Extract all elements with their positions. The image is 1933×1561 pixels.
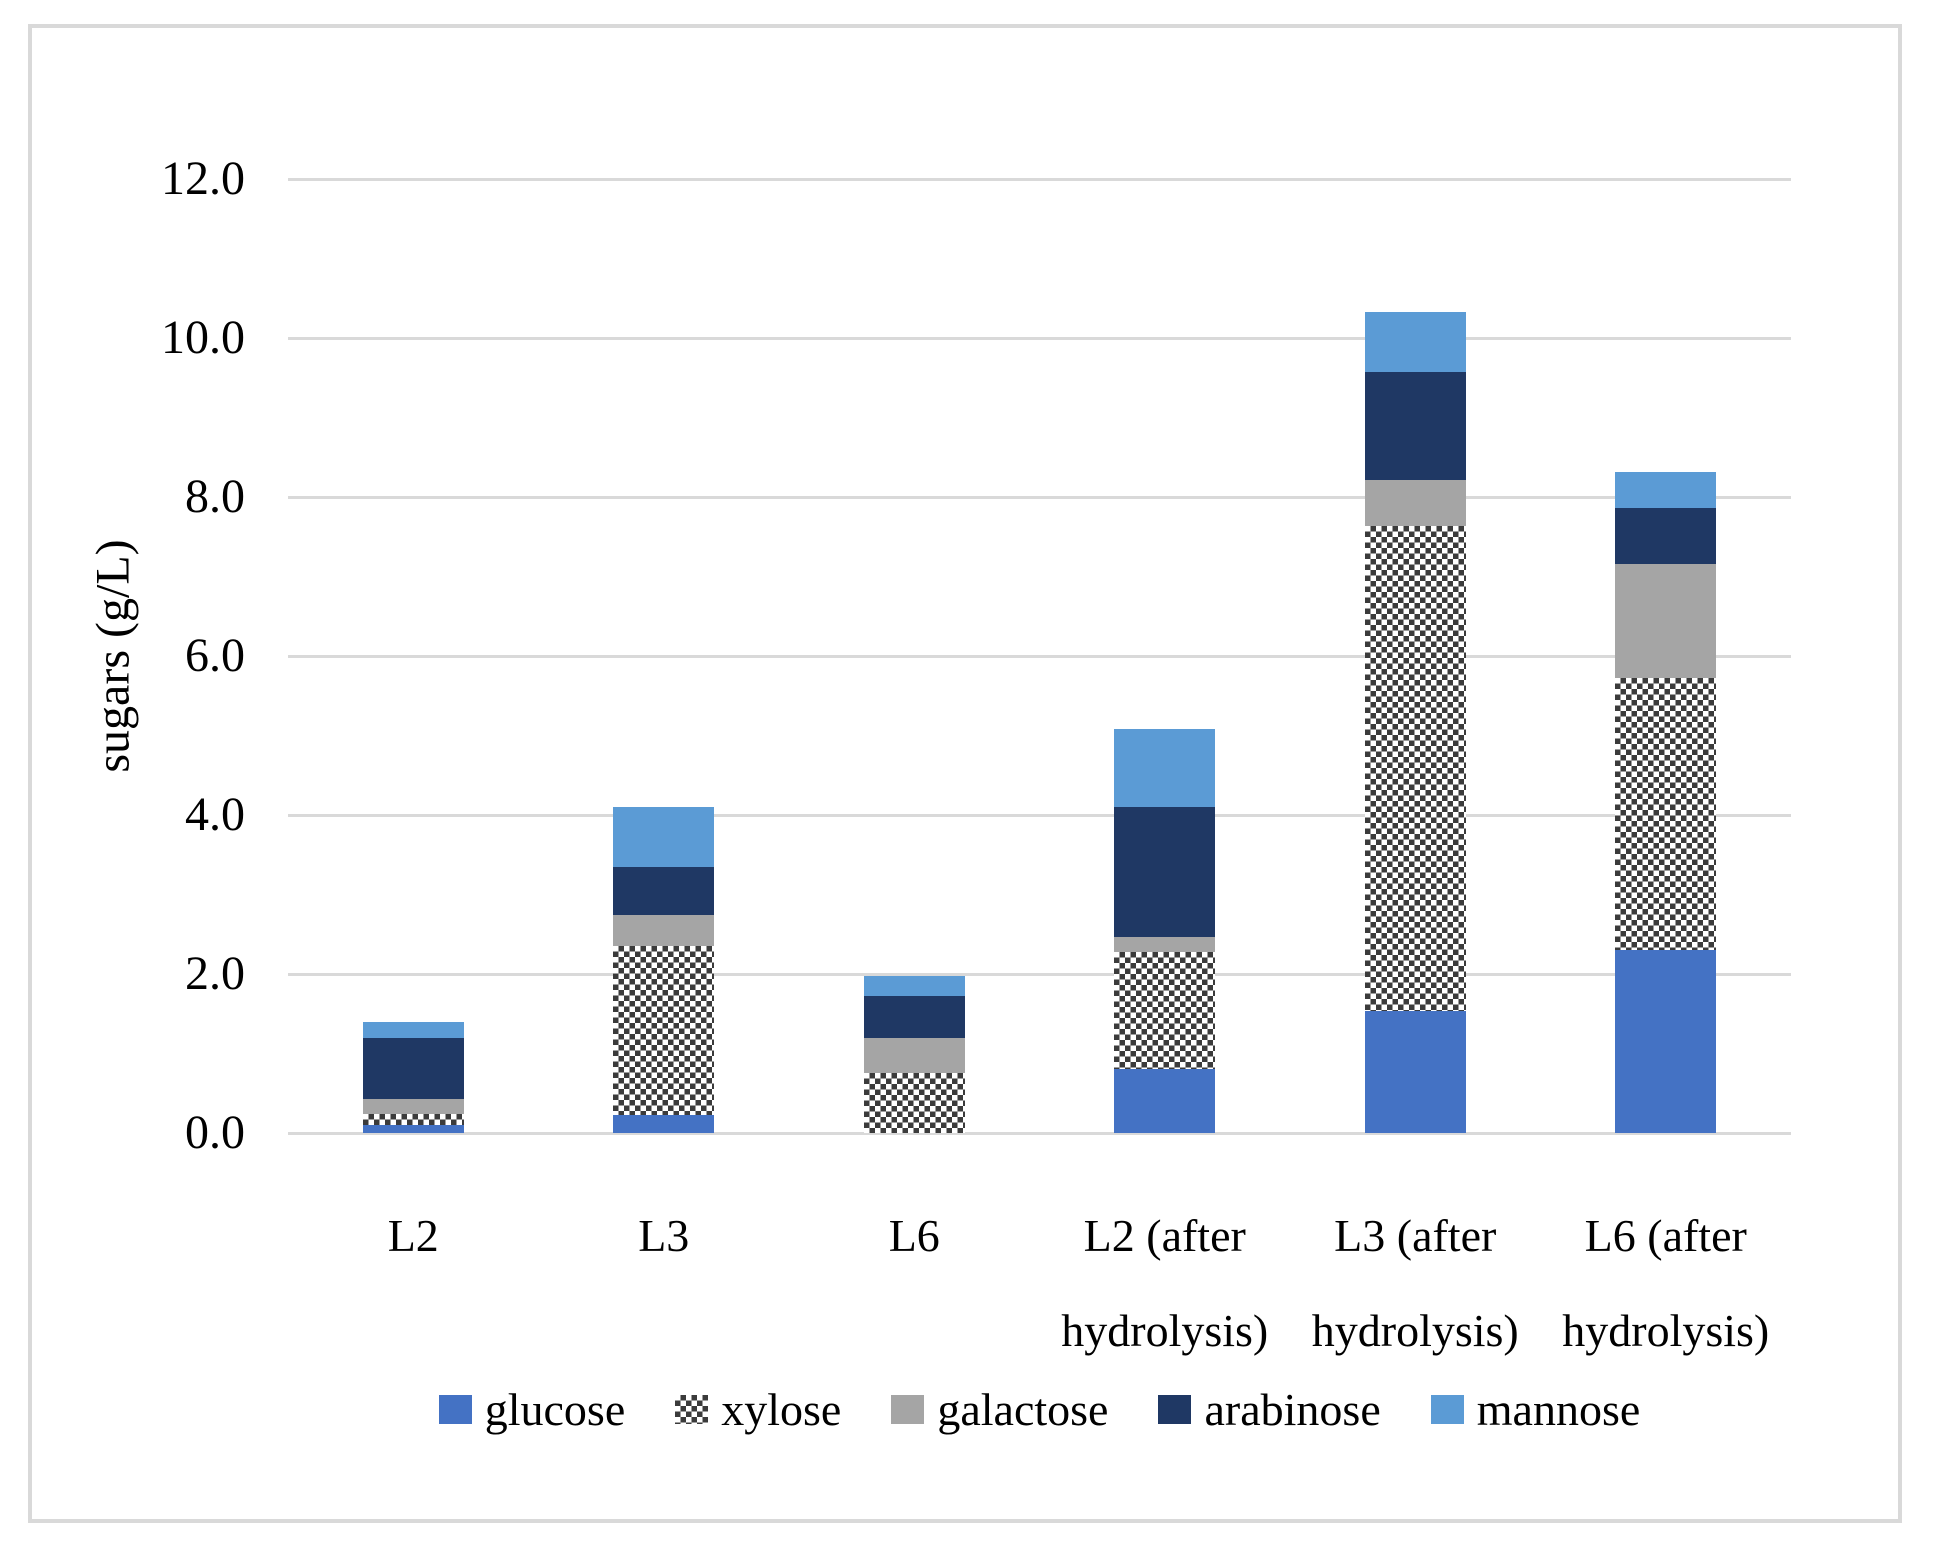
bar-segment-galactose-L2-after-hydrolysis- <box>1114 936 1216 952</box>
gridline-2.0 <box>288 972 1791 976</box>
bar-segment-galactose-L3 <box>613 915 715 947</box>
bar-segment-xylose-L2-after-hydrolysis- <box>1114 951 1216 1069</box>
legend-label-arabinose: arabinose <box>1204 1384 1381 1435</box>
bar-segment-galactose-L3-after-hydrolysis- <box>1364 480 1466 527</box>
bar-segment-mannose-L3-after-hydrolysis- <box>1364 311 1466 373</box>
gridline-4.0 <box>288 813 1791 817</box>
legend-swatch-glucose <box>438 1395 472 1425</box>
y-tick-label-10.0: 10.0 <box>161 311 245 364</box>
bar-segment-xylose-L3 <box>613 946 715 1115</box>
y-tick-label-4.0: 4.0 <box>185 788 245 841</box>
figure-border <box>28 24 1902 1523</box>
bar-segment-glucose-L2 <box>362 1125 464 1133</box>
bar-segment-galactose-L2 <box>362 1098 464 1114</box>
bar-segment-mannose-L6-after-hydrolysis- <box>1615 471 1717 509</box>
bar-segment-mannose-L6 <box>863 975 965 997</box>
bar-segment-mannose-L3 <box>613 807 715 867</box>
bar-segment-xylose-L6 <box>863 1073 965 1133</box>
bar-segment-xylose-L2 <box>362 1113 464 1126</box>
gridline-8.0 <box>288 495 1791 499</box>
y-tick-label-12.0: 12.0 <box>161 152 245 205</box>
gridline-12.0 <box>288 177 1791 181</box>
bar-segment-glucose-L2-after-hydrolysis- <box>1114 1068 1216 1133</box>
legend-item-glucose: glucose <box>438 1382 626 1437</box>
bar-segment-arabinose-L2-after-hydrolysis- <box>1114 807 1216 937</box>
legend-item-mannose: mannose <box>1430 1382 1641 1437</box>
y-tick-label-8.0: 8.0 <box>185 470 245 523</box>
legend-item-xylose: xylose <box>675 1382 841 1437</box>
bar-segment-galactose-L6-after-hydrolysis- <box>1615 563 1717 679</box>
bar-segment-glucose-L3-after-hydrolysis- <box>1364 1011 1466 1133</box>
bar-segment-arabinose-L2 <box>362 1037 464 1099</box>
legend-swatch-xylose <box>675 1395 709 1425</box>
gridline-10.0 <box>288 336 1791 340</box>
bar-segment-xylose-L6-after-hydrolysis- <box>1615 678 1717 951</box>
bar-segment-glucose-L6-after-hydrolysis- <box>1615 950 1717 1133</box>
legend-label-mannose: mannose <box>1476 1384 1641 1435</box>
x-category-label-L3-after-hydrolysis-: L3 (after hydrolysis) <box>1311 1210 1519 1356</box>
gridline-0.0 <box>288 1131 1791 1135</box>
x-category-label-L2: L2 <box>387 1210 439 1261</box>
plot-area <box>288 177 1791 1135</box>
gridline-6.0 <box>288 654 1791 658</box>
y-tick-label-0.0: 0.0 <box>185 1106 245 1159</box>
bar-segment-galactose-L6 <box>863 1037 965 1074</box>
bar-segment-xylose-L3-after-hydrolysis- <box>1364 526 1466 1012</box>
bar-segment-arabinose-L6 <box>863 996 965 1038</box>
x-category-label-L6-after-hydrolysis-: L6 (after hydrolysis) <box>1562 1210 1770 1356</box>
legend-item-galactose: galactose <box>891 1382 1108 1437</box>
y-tick-label-6.0: 6.0 <box>185 629 245 682</box>
legend-swatch-galactose <box>891 1395 925 1425</box>
legend-swatch-mannose <box>1430 1395 1464 1425</box>
bar-segment-arabinose-L3 <box>613 866 715 916</box>
y-tick-label-2.0: 2.0 <box>185 947 245 1000</box>
x-category-label-L2-after-hydrolysis-: L2 (after hydrolysis) <box>1061 1210 1269 1356</box>
legend: glucose xylose galactose arabinose manno… <box>288 1382 1791 1437</box>
bar-segment-arabinose-L6-after-hydrolysis- <box>1615 508 1717 564</box>
legend-item-arabinose: arabinose <box>1158 1382 1381 1437</box>
x-category-label-L3: L3 <box>638 1210 690 1261</box>
legend-label-xylose: xylose <box>721 1384 842 1435</box>
bar-segment-mannose-L2 <box>362 1021 464 1038</box>
legend-label-galactose: galactose <box>937 1384 1109 1435</box>
legend-label-glucose: glucose <box>484 1384 626 1435</box>
bar-segment-mannose-L2-after-hydrolysis- <box>1114 729 1216 808</box>
bar-segment-arabinose-L3-after-hydrolysis- <box>1364 372 1466 481</box>
x-category-label-L6: L6 <box>888 1210 940 1261</box>
bar-segment-glucose-L3 <box>613 1114 715 1133</box>
legend-swatch-arabinose <box>1158 1395 1192 1425</box>
